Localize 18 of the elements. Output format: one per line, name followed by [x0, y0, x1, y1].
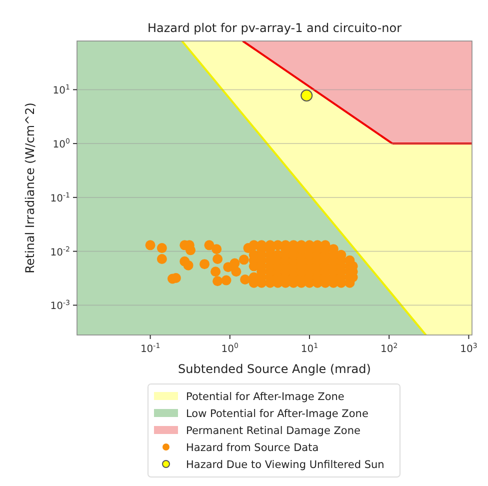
y-tick-label: 10$^{-3}$	[50, 299, 70, 312]
legend-label: Permanent Retinal Damage Zone	[186, 425, 360, 437]
x-tick-label: 10$^{2}$	[380, 342, 398, 355]
y-tick-label: 10$^{-1}$	[50, 191, 70, 204]
chart-title: Hazard plot for pv-array-1 and circuito-nor	[147, 21, 402, 35]
y-tick-label: 10$^{1}$	[52, 84, 70, 97]
legend-label: Hazard Due to Viewing Unfiltered Sun	[186, 459, 384, 471]
x-tick-label: 10$^{1}$	[300, 342, 318, 355]
x-tick-label: 10$^{0}$	[221, 342, 238, 355]
legend-label: Hazard from Source Data	[186, 442, 319, 454]
y-axis-title: Retinal Irradiance (W/cm^2)	[23, 102, 37, 274]
legend-label: Low Potential for After-Image Zone	[186, 408, 368, 420]
y-tick-label: 10$^{0}$	[52, 138, 70, 151]
x-axis-title: Subtended Source Angle (mrad)	[178, 362, 371, 376]
legend-label: Potential for After-Image Zone	[186, 391, 344, 403]
x-tick-label: 10$^{3}$	[460, 342, 478, 355]
x-tick-label: 10$^{-1}$	[140, 342, 160, 355]
y-tick-label: 10$^{-2}$	[50, 245, 70, 258]
